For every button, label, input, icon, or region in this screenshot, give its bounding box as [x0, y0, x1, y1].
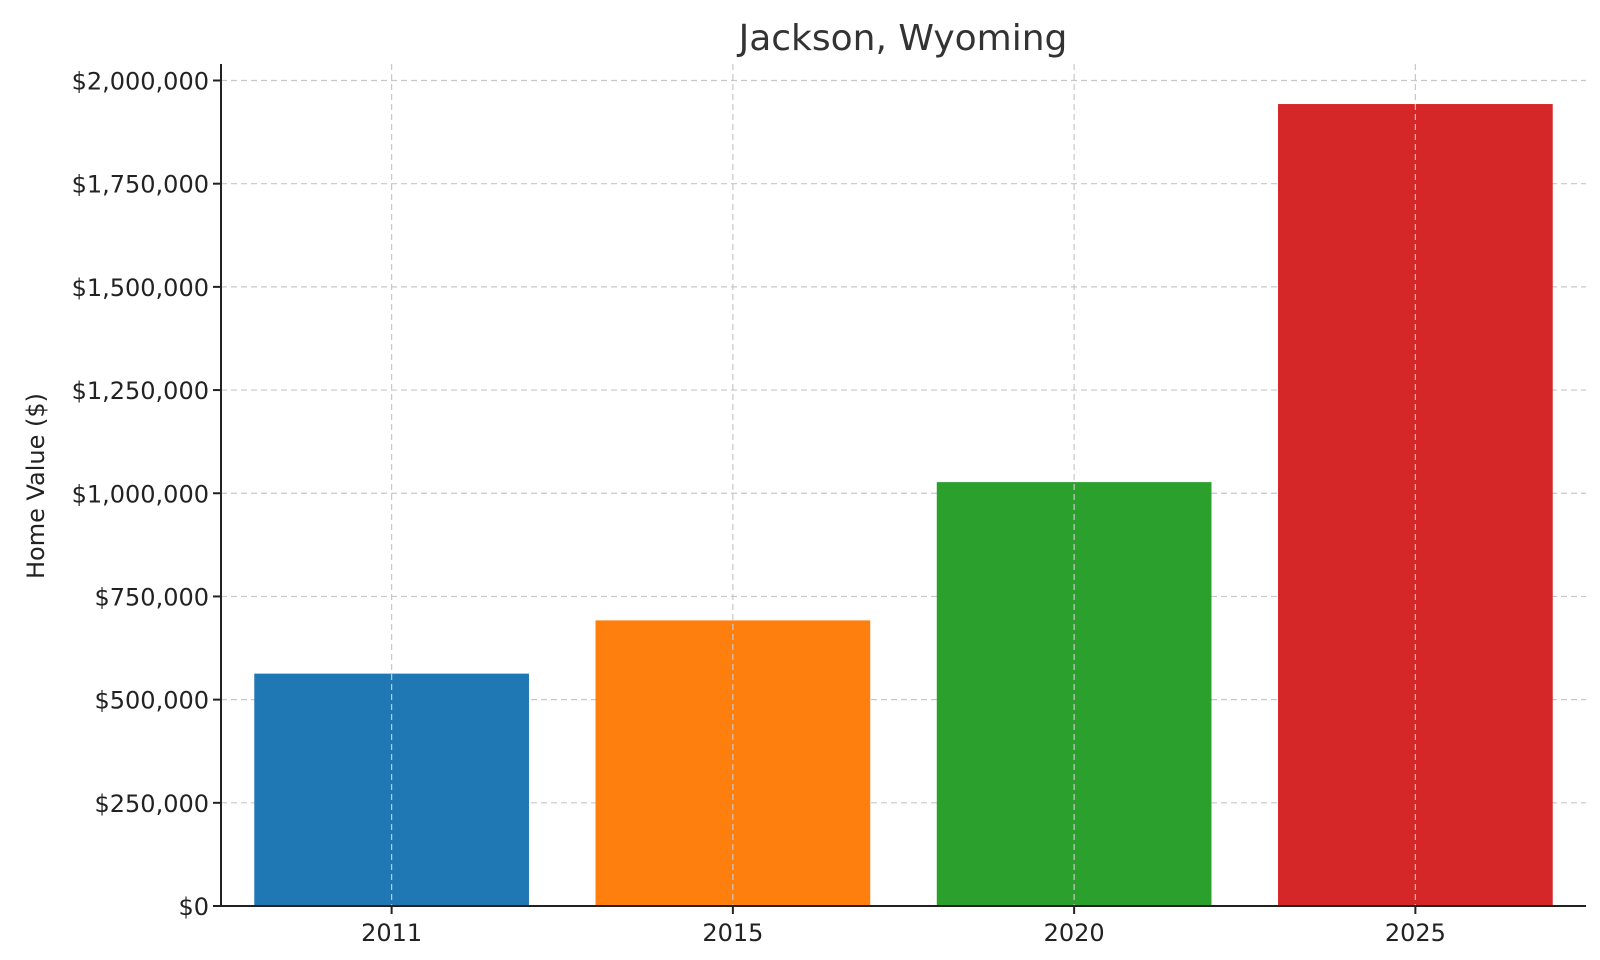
- y-tick-labels: $0 $250,000 $500,000 $750,000 $1,000,000 $1,2…: [72, 68, 209, 921]
- y-tick-label: $1,000,000: [72, 480, 209, 508]
- y-tick-label: $250,000: [94, 790, 209, 818]
- y-tick-label: $500,000: [94, 687, 209, 715]
- x-tick-label: 2011: [361, 919, 422, 947]
- y-tick-label: $1,750,000: [72, 171, 209, 199]
- axes: [213, 64, 1586, 914]
- bar-2015: [595, 620, 871, 906]
- y-tick-label: $2,000,000: [72, 68, 209, 96]
- y-axis-label: Home Value ($): [22, 393, 50, 579]
- bars: [254, 104, 1553, 907]
- y-tick-label: $750,000: [94, 583, 209, 611]
- x-tick-label: 2025: [1385, 919, 1446, 947]
- y-tick-label: $0: [178, 893, 209, 921]
- x-tick-labels: 2011 2015 2020 2025: [361, 919, 1446, 947]
- vertical-grid-lines: [391, 64, 1416, 906]
- y-tick-label: $1,250,000: [72, 377, 209, 405]
- x-tick-label: 2015: [702, 919, 763, 947]
- y-tick-label: $1,500,000: [72, 274, 209, 302]
- x-tick-label: 2020: [1044, 919, 1105, 947]
- chart-title: Jackson, Wyoming: [737, 18, 1068, 59]
